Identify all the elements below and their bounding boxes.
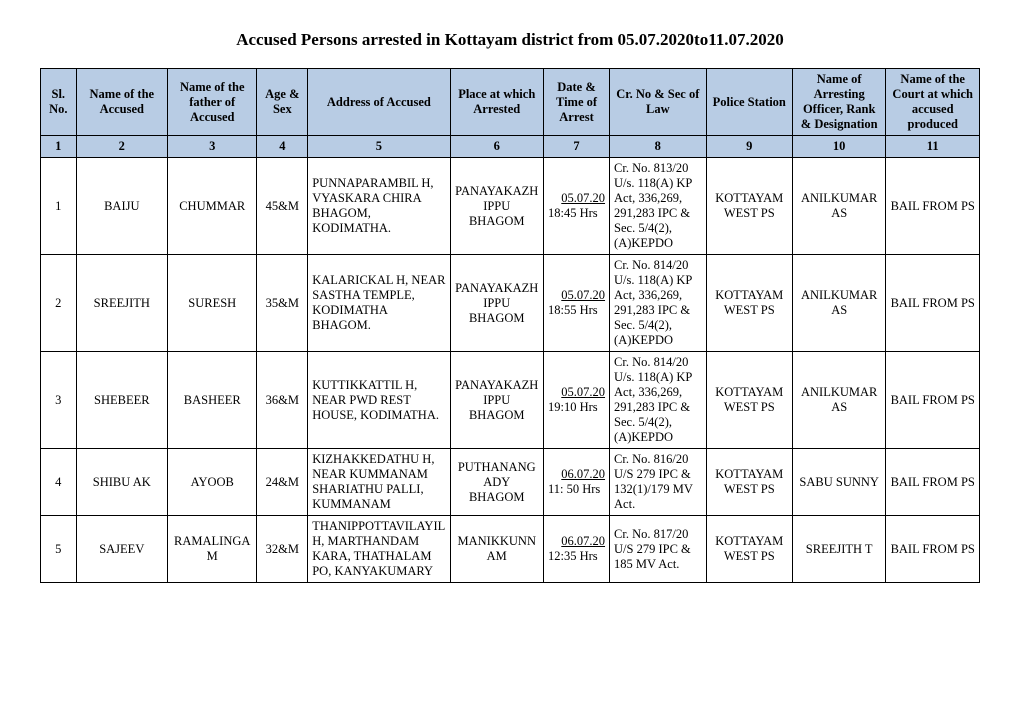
arrest-time: 12:35 Hrs — [548, 549, 605, 564]
table-row: 1 BAIJU CHUMMAR 45&M PUNNAPARAMBIL H, VY… — [41, 158, 980, 255]
cell-address: PUNNAPARAMBIL H, VYASKARA CHIRA BHAGOM, … — [308, 158, 450, 255]
arrests-table: Sl. No. Name of the Accused Name of the … — [40, 68, 980, 583]
arrest-time: 19:10 Hrs — [548, 400, 605, 415]
cell-station: KOTTAYAM WEST PS — [706, 352, 792, 449]
cell-accused: SHEBEER — [76, 352, 167, 449]
cell-officer: SABU SUNNY — [792, 449, 885, 516]
arrest-time: 11: 50 Hrs — [548, 482, 605, 497]
cell-father: AYOOB — [168, 449, 257, 516]
colnum: 11 — [886, 136, 980, 158]
table-row: 3 SHEBEER BASHEER 36&M KUTTIKKATTIL H, N… — [41, 352, 980, 449]
table-row: 2 SREEJITH SURESH 35&M KALARICKAL H, NEA… — [41, 255, 980, 352]
cell-court: BAIL FROM PS — [886, 516, 980, 583]
colnum: 9 — [706, 136, 792, 158]
cell-accused: SHIBU AK — [76, 449, 167, 516]
page-title: Accused Persons arrested in Kottayam dis… — [40, 30, 980, 50]
col-court: Name of the Court at which accused produ… — [886, 69, 980, 136]
col-place: Place at which Arrested — [450, 69, 543, 136]
cell-court: BAIL FROM PS — [886, 255, 980, 352]
cell-court: BAIL FROM PS — [886, 449, 980, 516]
cell-station: KOTTAYAM WEST PS — [706, 449, 792, 516]
cell-date-time: 05.07.20 19:10 Hrs — [543, 352, 609, 449]
cell-age-sex: 45&M — [257, 158, 308, 255]
cell-station: KOTTAYAM WEST PS — [706, 516, 792, 583]
cell-date-time: 06.07.20 11: 50 Hrs — [543, 449, 609, 516]
arrest-date: 05.07.20 — [548, 191, 605, 206]
arrest-time: 18:55 Hrs — [548, 303, 605, 318]
cell-officer: ANILKUMAR AS — [792, 255, 885, 352]
cell-address: KIZHAKKEDATHU H, NEAR KUMMANAM SHARIATHU… — [308, 449, 450, 516]
cell-date-time: 05.07.20 18:55 Hrs — [543, 255, 609, 352]
cell-age-sex: 35&M — [257, 255, 308, 352]
arrest-time: 18:45 Hrs — [548, 206, 605, 221]
cell-court: BAIL FROM PS — [886, 158, 980, 255]
cell-address: KALARICKAL H, NEAR SASTHA TEMPLE, KODIMA… — [308, 255, 450, 352]
cell-law: Cr. No. 817/20 U/S 279 IPC & 185 MV Act. — [610, 516, 707, 583]
col-accused-name: Name of the Accused — [76, 69, 167, 136]
cell-place: PANAYAKAZHIPPU BHAGOM — [450, 158, 543, 255]
cell-father: CHUMMAR — [168, 158, 257, 255]
cell-father: SURESH — [168, 255, 257, 352]
cell-officer: ANILKUMAR AS — [792, 352, 885, 449]
col-station: Police Station — [706, 69, 792, 136]
header-row: Sl. No. Name of the Accused Name of the … — [41, 69, 980, 136]
cell-age-sex: 36&M — [257, 352, 308, 449]
cell-sl: 3 — [41, 352, 77, 449]
colnum: 7 — [543, 136, 609, 158]
col-date-time: Date & Time of Arrest — [543, 69, 609, 136]
cell-address: THANIPPOTTAVILAYIL H, MARTHANDAM KARA, T… — [308, 516, 450, 583]
cell-law: Cr. No. 813/20 U/s. 118(A) KP Act, 336,2… — [610, 158, 707, 255]
cell-sl: 5 — [41, 516, 77, 583]
cell-accused: BAIJU — [76, 158, 167, 255]
colnum: 8 — [610, 136, 707, 158]
col-officer: Name of Arresting Officer, Rank & Design… — [792, 69, 885, 136]
cell-place: PANAYAKAZHIPPU BHAGOM — [450, 352, 543, 449]
col-father-name: Name of the father of Accused — [168, 69, 257, 136]
table-row: 5 SAJEEV RAMALINGAM 32&M THANIPPOTTAVILA… — [41, 516, 980, 583]
cell-place: PANAYAKAZHIPPU BHAGOM — [450, 255, 543, 352]
cell-sl: 4 — [41, 449, 77, 516]
col-address: Address of Accused — [308, 69, 450, 136]
cell-law: Cr. No. 814/20 U/s. 118(A) KP Act, 336,2… — [610, 255, 707, 352]
cell-sl: 2 — [41, 255, 77, 352]
col-law: Cr. No & Sec of Law — [610, 69, 707, 136]
colnum: 2 — [76, 136, 167, 158]
arrest-date: 06.07.20 — [548, 534, 605, 549]
cell-date-time: 05.07.20 18:45 Hrs — [543, 158, 609, 255]
colnum: 10 — [792, 136, 885, 158]
colnum: 6 — [450, 136, 543, 158]
col-age-sex: Age & Sex — [257, 69, 308, 136]
cell-officer: ANILKUMAR AS — [792, 158, 885, 255]
cell-address: KUTTIKKATTIL H, NEAR PWD REST HOUSE, KOD… — [308, 352, 450, 449]
cell-law: Cr. No. 814/20 U/s. 118(A) KP Act, 336,2… — [610, 352, 707, 449]
cell-age-sex: 32&M — [257, 516, 308, 583]
cell-officer: SREEJITH T — [792, 516, 885, 583]
cell-law: Cr. No. 816/20 U/S 279 IPC & 132(1)/179 … — [610, 449, 707, 516]
cell-father: RAMALINGAM — [168, 516, 257, 583]
cell-age-sex: 24&M — [257, 449, 308, 516]
arrest-date: 06.07.20 — [548, 467, 605, 482]
colnum: 3 — [168, 136, 257, 158]
colnum: 1 — [41, 136, 77, 158]
column-numbers-row: 1 2 3 4 5 6 7 8 9 10 11 — [41, 136, 980, 158]
colnum: 4 — [257, 136, 308, 158]
cell-station: KOTTAYAM WEST PS — [706, 158, 792, 255]
cell-date-time: 06.07.20 12:35 Hrs — [543, 516, 609, 583]
cell-father: BASHEER — [168, 352, 257, 449]
table-row: 4 SHIBU AK AYOOB 24&M KIZHAKKEDATHU H, N… — [41, 449, 980, 516]
cell-accused: SAJEEV — [76, 516, 167, 583]
col-sl-no: Sl. No. — [41, 69, 77, 136]
cell-accused: SREEJITH — [76, 255, 167, 352]
colnum: 5 — [308, 136, 450, 158]
arrest-date: 05.07.20 — [548, 385, 605, 400]
arrest-date: 05.07.20 — [548, 288, 605, 303]
cell-place: MANIKKUNNAM — [450, 516, 543, 583]
cell-station: KOTTAYAM WEST PS — [706, 255, 792, 352]
cell-place: PUTHANANGADY BHAGOM — [450, 449, 543, 516]
cell-sl: 1 — [41, 158, 77, 255]
cell-court: BAIL FROM PS — [886, 352, 980, 449]
